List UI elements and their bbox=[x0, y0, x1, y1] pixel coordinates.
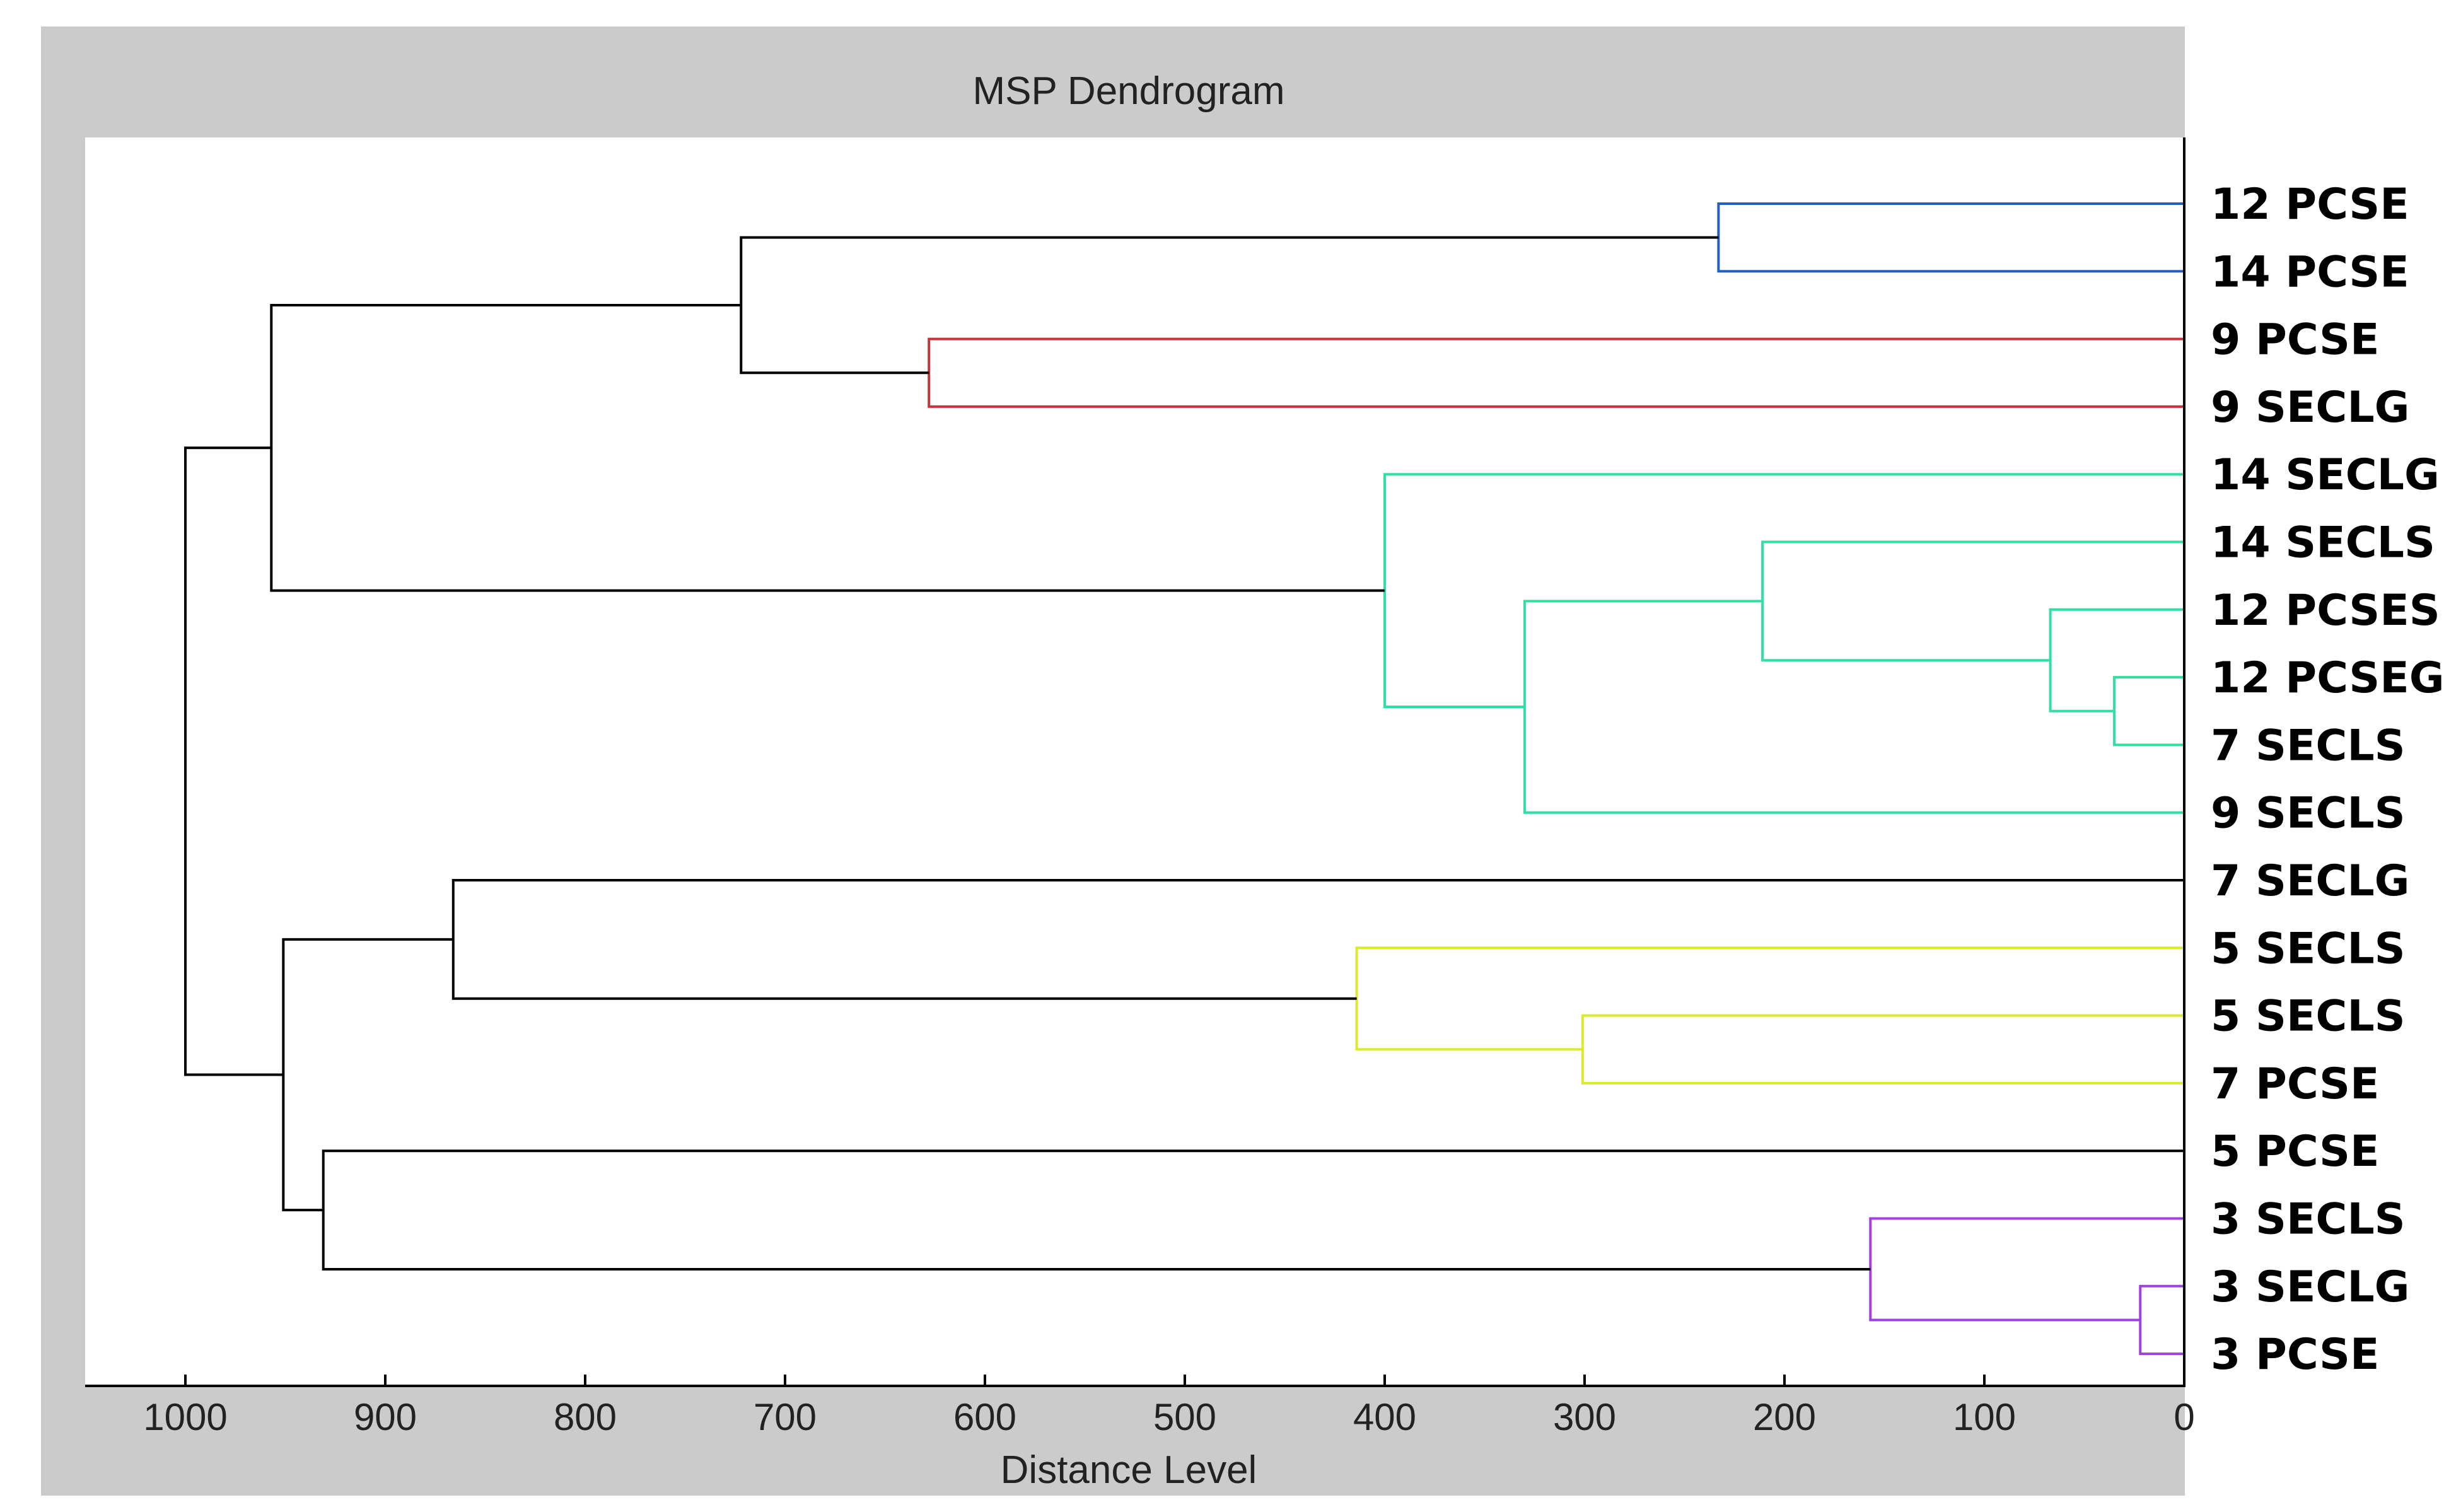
leaf-label: 7 SECLS bbox=[2211, 721, 2406, 771]
merge-link-m17 bbox=[184, 446, 284, 1076]
leaf-label: 12 PCSE bbox=[2211, 180, 2409, 230]
x-tick-label: 0 bbox=[2174, 1396, 2194, 1438]
leaf-label: 14 SECLS bbox=[2211, 518, 2435, 568]
x-tick-label: 200 bbox=[1753, 1396, 1816, 1438]
leaf-label: 5 SECLS bbox=[2211, 924, 2406, 974]
leaf-label: 7 PCSE bbox=[2211, 1059, 2379, 1109]
leaf-label: 9 SECLG bbox=[2211, 383, 2409, 433]
x-tick-label: 1000 bbox=[143, 1396, 227, 1438]
leaf-label: 5 PCSE bbox=[2211, 1127, 2379, 1177]
x-tick-label: 500 bbox=[1153, 1396, 1216, 1438]
leaf-label: 9 SECLS bbox=[2211, 789, 2406, 839]
leaf-label: 14 PCSE bbox=[2211, 247, 2409, 297]
label-gutter bbox=[2185, 26, 2445, 1496]
leaf-label: 7 SECLG bbox=[2211, 856, 2409, 906]
leaf-label: 3 PCSE bbox=[2211, 1330, 2379, 1380]
x-tick-label: 600 bbox=[953, 1396, 1016, 1438]
leaf-label: 3 SECLS bbox=[2211, 1195, 2406, 1245]
x-tick-label: 400 bbox=[1353, 1396, 1416, 1438]
leaf-label: 14 SECLG bbox=[2211, 450, 2440, 500]
plot-area bbox=[85, 137, 2185, 1386]
x-tick-label: 900 bbox=[354, 1396, 417, 1438]
x-tick-label: 700 bbox=[754, 1396, 817, 1438]
leaf-label: 12 PCSEG bbox=[2211, 653, 2445, 703]
x-axis-label: Distance Level bbox=[1001, 1448, 1257, 1492]
x-tick-label: 300 bbox=[1553, 1396, 1616, 1438]
x-axis-ticks: 1000 900 800 700 600 500 400 300 200 100 0 bbox=[143, 1375, 2195, 1438]
leaf-label: 12 PCSES bbox=[2211, 586, 2440, 636]
leaf-labels: 12 PCSE 14 PCSE 9 PCSE 9 SECLG 14 SECLG 14 SE… bbox=[2211, 180, 2445, 1380]
leaf-label: 5 SECLS bbox=[2211, 992, 2406, 1042]
leaf-label: 9 PCSE bbox=[2211, 315, 2379, 365]
dendrogram-links bbox=[184, 202, 2184, 1356]
leaf-label: 3 SECLG bbox=[2211, 1262, 2409, 1312]
x-tick-label: 800 bbox=[554, 1396, 617, 1438]
x-tick-label: 100 bbox=[1953, 1396, 2016, 1438]
chart-title: MSP Dendrogram bbox=[972, 69, 1284, 113]
